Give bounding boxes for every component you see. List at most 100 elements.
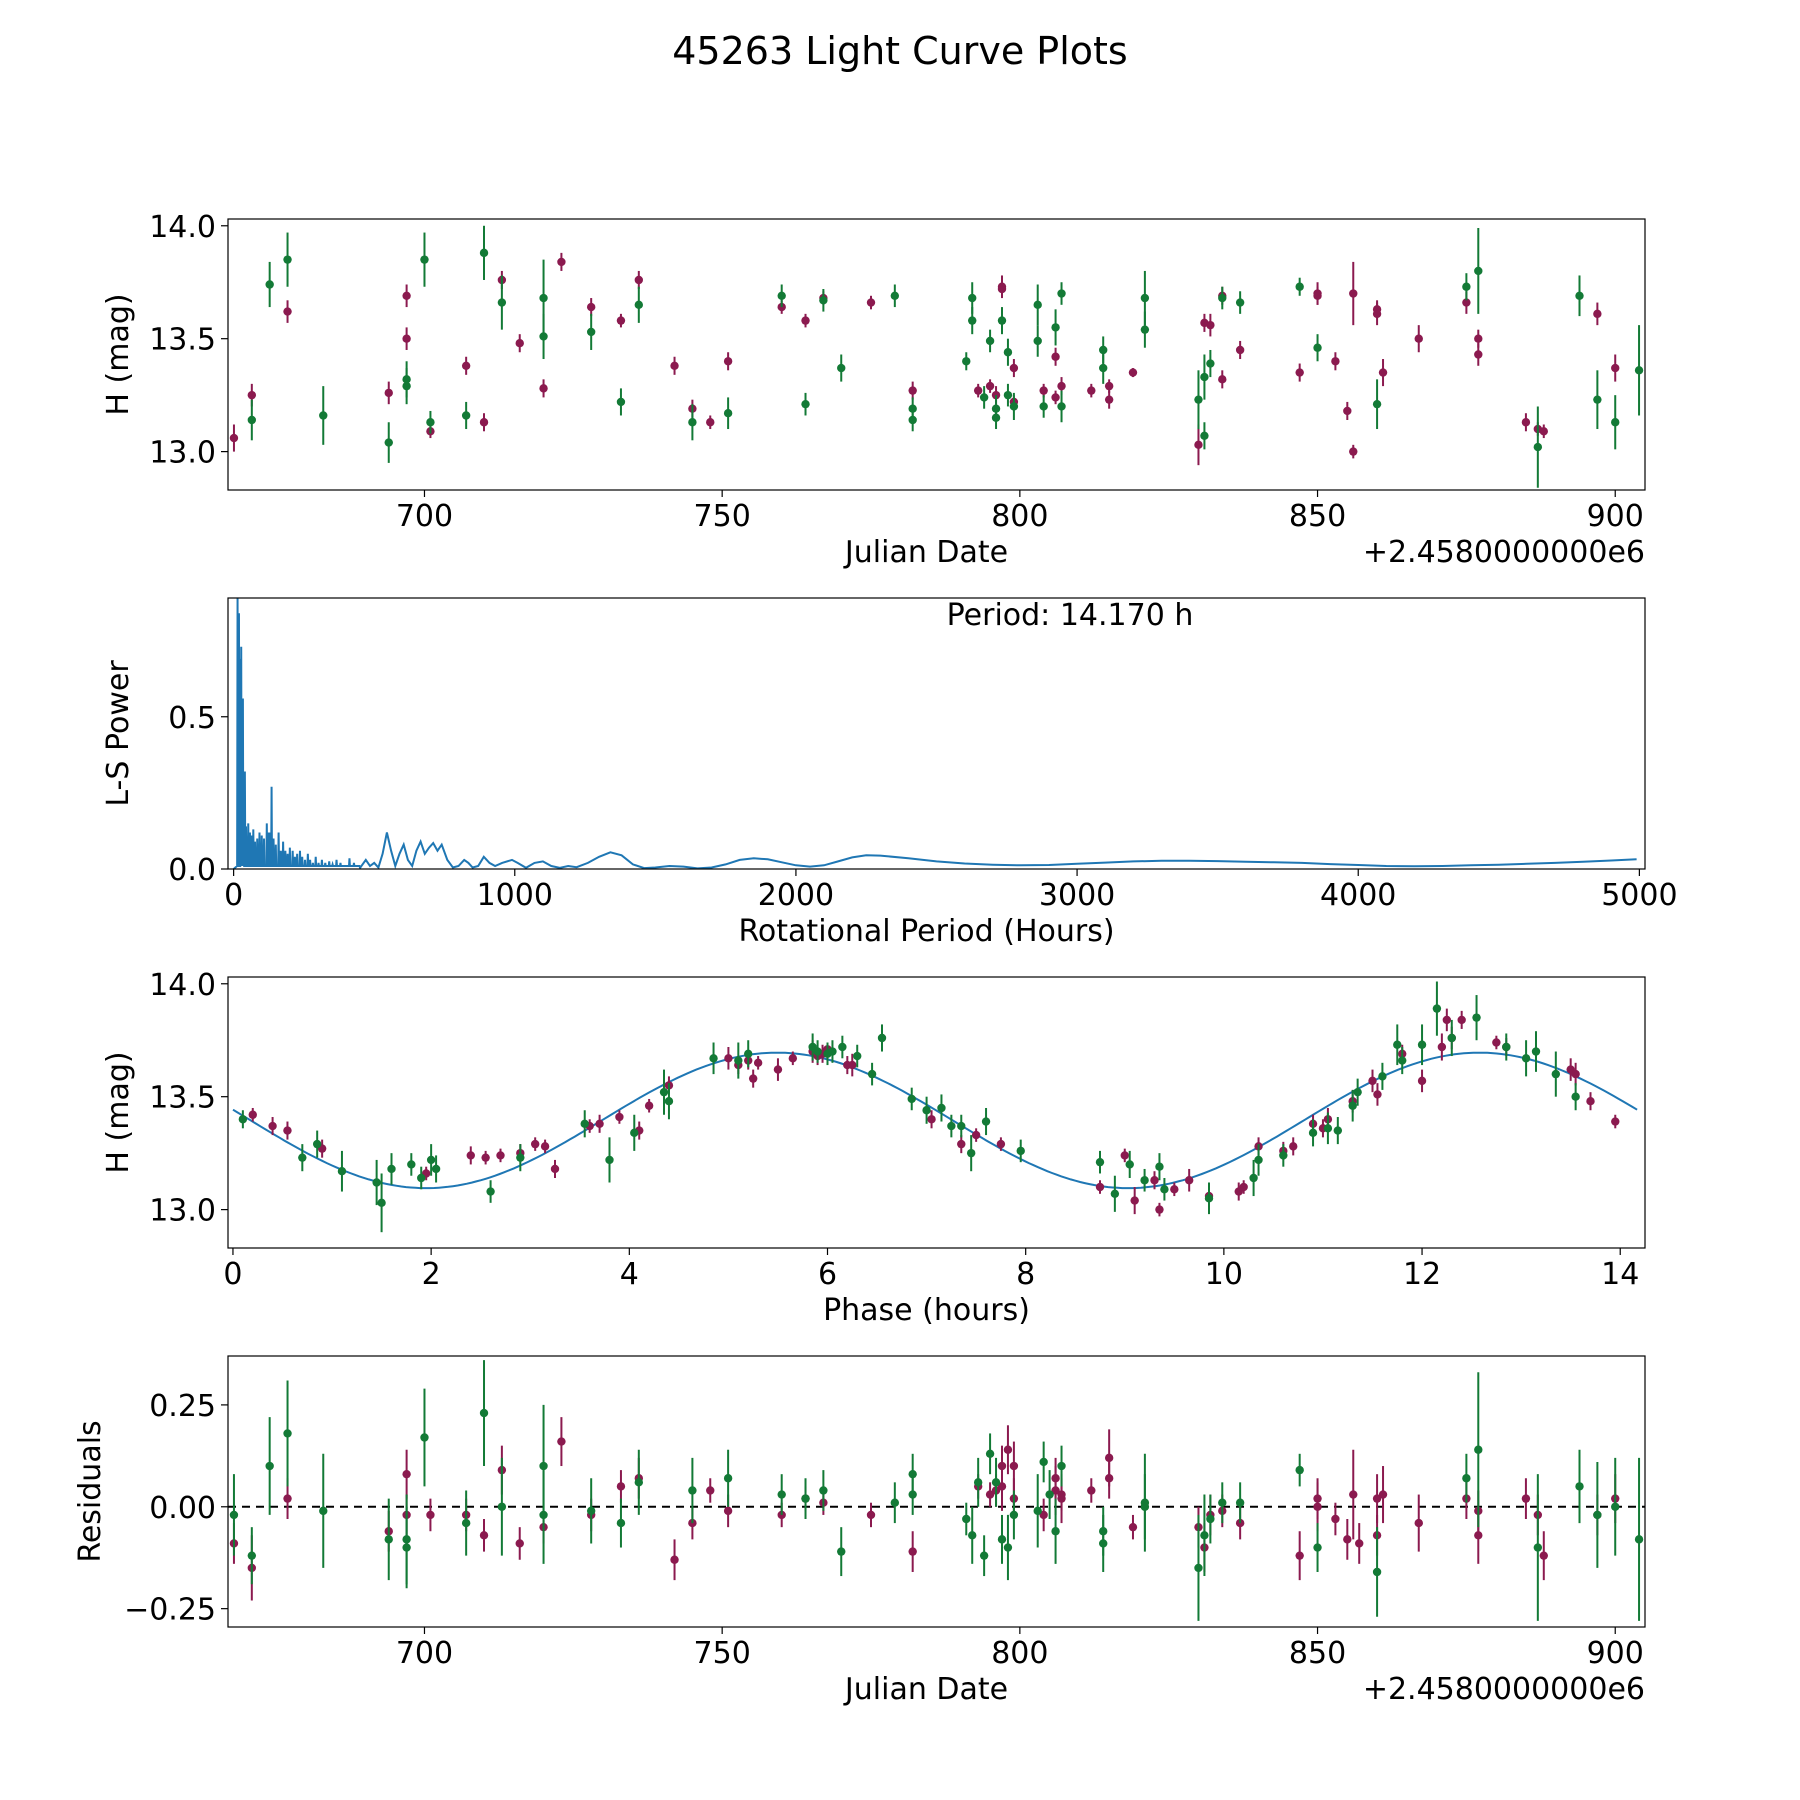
marker <box>557 1437 566 1446</box>
marker <box>1457 1015 1466 1025</box>
marker <box>426 418 435 427</box>
lightcurve-plot-area <box>229 225 1644 488</box>
marker <box>1378 368 1388 377</box>
marker <box>1611 1117 1620 1126</box>
marker <box>586 1506 596 1516</box>
marker <box>1239 1182 1248 1192</box>
data-point <box>557 252 566 271</box>
data-point <box>1593 302 1602 326</box>
data-point <box>1194 1514 1203 1621</box>
data-point <box>973 383 983 398</box>
data-point <box>247 1527 257 1585</box>
y-tick-label: 14.0 <box>149 968 216 1003</box>
marker <box>1051 323 1060 332</box>
marker <box>1349 289 1358 298</box>
x-axis-label: Phase (hours) <box>823 1293 1030 1328</box>
marker <box>1372 309 1382 319</box>
data-point <box>1343 401 1352 420</box>
marker <box>1033 300 1042 310</box>
marker <box>1009 363 1019 373</box>
data-point <box>1492 1035 1501 1050</box>
data-point <box>1140 1474 1150 1540</box>
data-point <box>486 1180 495 1203</box>
marker <box>890 1498 900 1507</box>
periodogram-panel: 0 1000 2000 3000 4000 5000 0.0 0.5 Rotational Pe… <box>101 597 1678 949</box>
marker <box>985 336 995 346</box>
data-point <box>985 1482 995 1507</box>
marker <box>706 418 715 427</box>
marker <box>407 1160 416 1169</box>
data-point <box>550 1159 560 1178</box>
marker <box>723 1506 733 1516</box>
marker <box>801 316 810 325</box>
marker <box>283 1126 292 1135</box>
data-point <box>968 1506 977 1564</box>
marker <box>1200 431 1209 440</box>
data-point <box>985 329 995 353</box>
x-axis-label: Julian Date <box>843 535 1008 570</box>
marker <box>283 307 292 316</box>
marker <box>1206 1514 1215 1524</box>
data-point <box>1249 1159 1258 1197</box>
marker <box>1593 395 1602 404</box>
marker <box>372 1178 381 1187</box>
x-tick-label: 14 <box>1601 1257 1639 1292</box>
marker <box>1417 1076 1427 1086</box>
data-point <box>387 1153 396 1185</box>
marker <box>539 332 548 341</box>
data-point <box>616 1470 626 1503</box>
marker <box>748 1074 758 1083</box>
marker <box>238 1115 248 1124</box>
series-green <box>229 1360 1644 1621</box>
marker <box>497 298 507 307</box>
data-point <box>837 354 846 382</box>
marker <box>402 334 411 343</box>
x-tick-label: 700 <box>396 499 453 534</box>
data-point <box>1295 277 1304 296</box>
data-point <box>1160 1177 1169 1201</box>
marker <box>1343 1535 1352 1544</box>
data-point <box>1373 1083 1382 1106</box>
data-point <box>1378 1466 1388 1524</box>
marker <box>1200 1531 1209 1540</box>
data-point <box>1150 1171 1159 1190</box>
marker <box>1313 343 1322 352</box>
data-point <box>1218 370 1227 389</box>
marker <box>957 1139 966 1149</box>
marker <box>319 411 328 420</box>
marker <box>1593 1510 1602 1520</box>
marker <box>247 1551 257 1560</box>
data-point <box>1575 1449 1584 1524</box>
data-point <box>908 1453 917 1495</box>
data-point <box>586 298 596 317</box>
data-point <box>515 334 524 353</box>
marker <box>962 1514 971 1524</box>
x-offset-label: +2.4580000000e6 <box>1363 535 1645 570</box>
marker <box>997 1535 1007 1544</box>
data-point <box>748 1069 758 1088</box>
marker <box>229 1510 239 1520</box>
data-point <box>1502 1033 1511 1061</box>
data-point <box>957 1114 966 1138</box>
marker <box>539 293 548 303</box>
y-tick-label: 0.25 <box>149 1389 216 1424</box>
data-point <box>1235 291 1245 314</box>
data-point <box>1125 1150 1134 1178</box>
marker <box>431 1164 441 1174</box>
data-point <box>1110 1175 1120 1212</box>
data-point <box>907 1087 916 1111</box>
data-point <box>1184 1168 1194 1192</box>
marker <box>1051 393 1060 402</box>
marker <box>1003 1445 1013 1454</box>
data-point <box>1634 1457 1644 1621</box>
data-point <box>867 1062 877 1086</box>
marker <box>1462 298 1471 307</box>
data-point <box>1200 354 1209 400</box>
data-point <box>813 1040 822 1063</box>
data-point <box>1099 1514 1108 1572</box>
marker <box>1313 1543 1322 1552</box>
data-point <box>247 399 257 441</box>
data-point <box>1009 1490 1019 1540</box>
data-point <box>688 404 697 441</box>
data-point <box>1611 354 1620 382</box>
